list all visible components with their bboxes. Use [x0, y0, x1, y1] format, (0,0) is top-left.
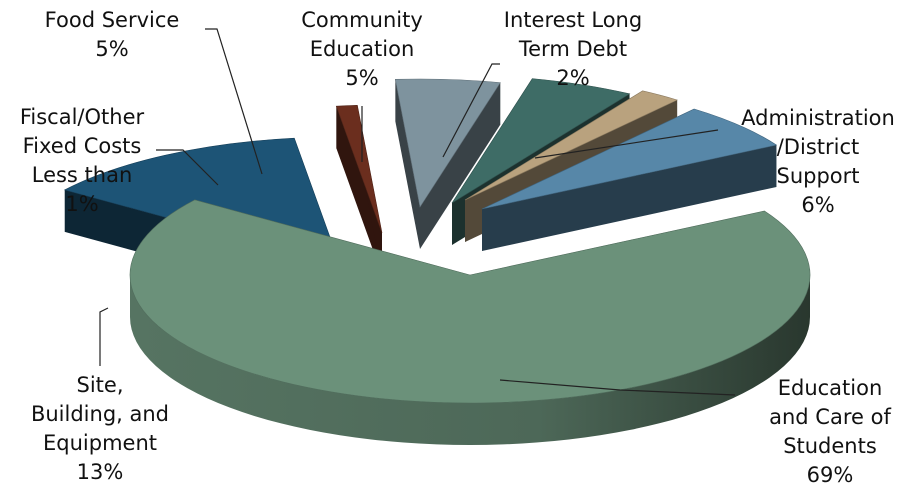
slice-value: 1% — [65, 192, 98, 216]
slice-label: Fiscal/Other Fixed Costs Less than 1% — [20, 105, 145, 216]
slice-label-line: Fiscal/Other — [20, 105, 145, 129]
slice-label-line: Fixed Costs — [23, 134, 142, 158]
slice-label-line: /District — [777, 135, 860, 159]
pie-slice — [335, 105, 383, 275]
slice-value: 6% — [801, 193, 834, 217]
slice-value: 5% — [345, 66, 378, 90]
pie-labels: Education and Care of Students 69% Site, Buil… — [20, 8, 895, 487]
slice-value: 13% — [77, 460, 124, 484]
pie-slices — [63, 78, 811, 445]
pie-slice — [129, 199, 811, 445]
slice-label-line: Less than — [32, 163, 133, 187]
leader-line — [205, 28, 263, 175]
pie-slice — [481, 108, 778, 251]
slice-label: Food Service 5% — [45, 8, 180, 61]
slice-label: Interest Long Term Debt 2% — [504, 8, 642, 90]
slice-label: Site, Building, and Equipment 13% — [31, 373, 169, 484]
slice-label-line: Site, — [77, 373, 124, 397]
slice-label: Education and Care of Students 69% — [769, 376, 891, 487]
leader-line — [499, 379, 736, 396]
slice-label-line: Administration — [741, 106, 895, 130]
slice-label-line: Education — [310, 37, 415, 61]
leader-line — [534, 129, 719, 159]
pie-slice — [394, 78, 501, 250]
slice-label-line: Support — [776, 164, 859, 188]
slice-label-line: Education — [778, 376, 883, 400]
slice-label-line: Equipment — [43, 431, 157, 455]
slice-value: 2% — [556, 66, 589, 90]
leader-line — [156, 149, 219, 186]
slice-value: 69% — [807, 463, 854, 487]
slice-label-line: Community — [301, 8, 423, 32]
slice-label: Community Education 5% — [301, 8, 423, 90]
leader-line — [442, 63, 500, 158]
slice-label-line: Building, and — [31, 402, 169, 426]
slice-label-line: Interest Long — [504, 8, 642, 32]
slice-label-line: Term Debt — [518, 37, 627, 61]
slice-label: Administration/District Support 6% — [741, 106, 895, 217]
slice-value: 5% — [95, 37, 128, 61]
slice-label-line: and Care of — [769, 405, 891, 429]
leader-line — [99, 307, 109, 366]
slice-label-line: Students — [783, 434, 877, 458]
slice-label-line: Food Service — [45, 8, 180, 32]
